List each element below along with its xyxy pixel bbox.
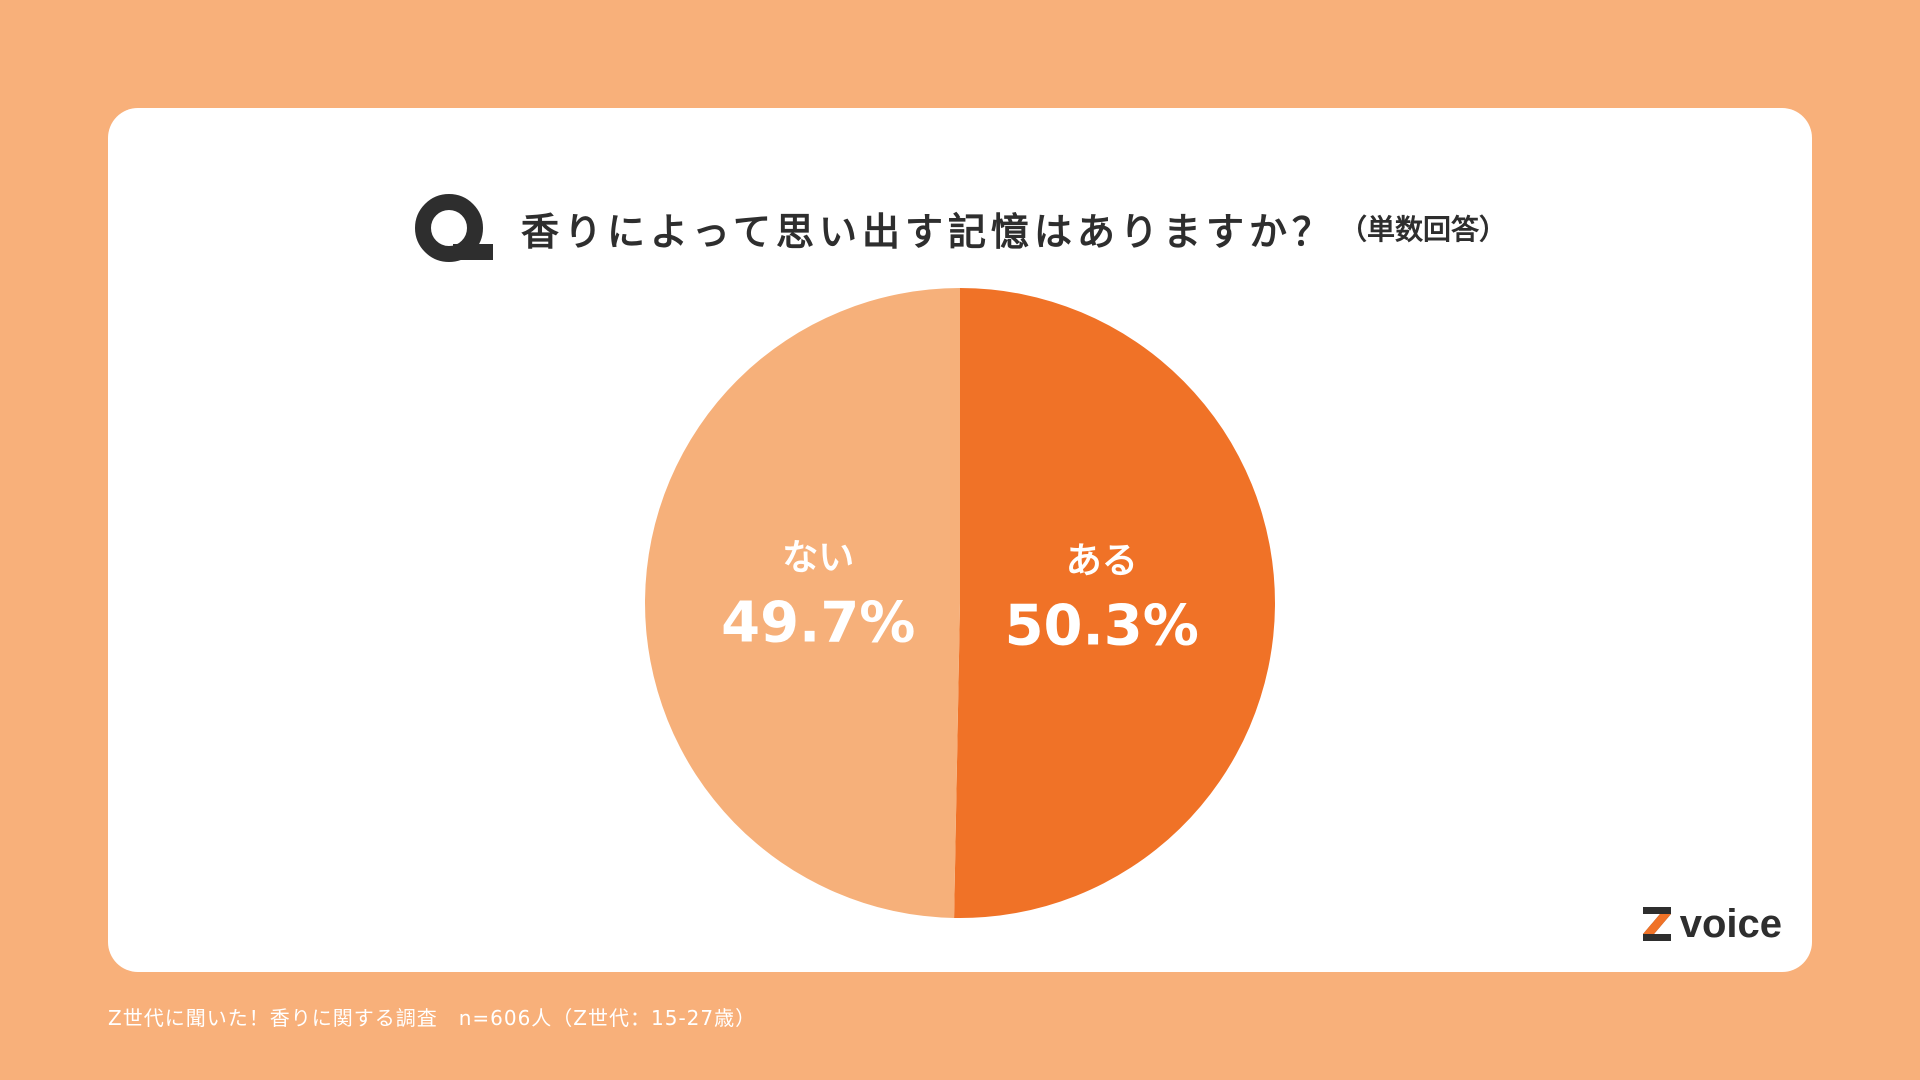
- zvoice-logo: voice: [1640, 904, 1782, 944]
- slice-label-no: ない: [782, 538, 854, 579]
- slice-value-yes: 50.3%: [1005, 593, 1199, 658]
- logo-text: voice: [1679, 902, 1782, 946]
- question-header: 香りによって思い出す記憶はありますか？ （単数回答）: [108, 183, 1812, 273]
- pie-chart: ある 50.3% ない 49.7%: [644, 288, 1275, 918]
- pie-slice-no: [644, 288, 960, 918]
- question-title: 香りによって思い出す記憶はありますか？: [521, 209, 1335, 254]
- slice-value-no: 49.7%: [721, 591, 915, 656]
- question-note: （単数回答）: [1338, 213, 1507, 246]
- pie-slice-yes: [954, 288, 1275, 918]
- slice-label-yes: ある: [1066, 540, 1138, 581]
- z-logo-icon: [1642, 907, 1671, 941]
- survey-footer: Z世代に聞いた！香りに関する調査 n=606人（Z世代：15-27歳）: [108, 1006, 757, 1030]
- q-icon: [415, 194, 493, 262]
- chart-card: 香りによって思い出す記憶はありますか？ （単数回答） ある 50.3% ない 49.7…: [108, 108, 1812, 972]
